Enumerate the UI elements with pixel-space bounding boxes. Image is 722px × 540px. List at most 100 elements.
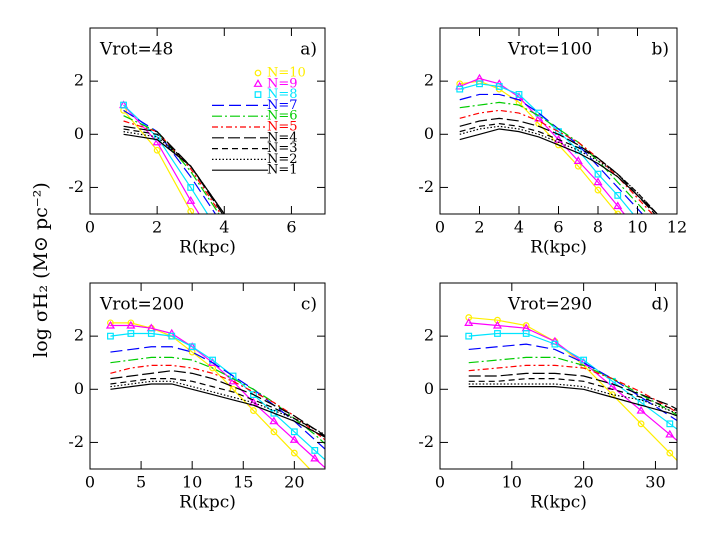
plot-frame	[89, 282, 326, 470]
marker	[654, 250, 661, 256]
panel-title: Vrot=100	[507, 40, 592, 60]
series-line	[123, 133, 225, 214]
plot-area	[105, 319, 338, 499]
marker	[250, 391, 257, 398]
marker	[187, 207, 195, 214]
plot-area	[119, 100, 225, 214]
y-tick-label: 0	[424, 124, 434, 143]
series-line	[110, 380, 325, 436]
marker	[228, 376, 238, 385]
panel-label: d)	[651, 295, 669, 315]
y-tick-label: 2	[74, 71, 84, 90]
marker	[593, 177, 603, 186]
marker	[551, 340, 559, 348]
legend-label: N=7	[267, 98, 298, 113]
legend-label: N=10	[267, 66, 306, 81]
marker	[147, 330, 155, 337]
x-tick-label: 15	[233, 473, 253, 492]
y-tick-label: -2	[418, 177, 434, 196]
legend-label: N=9	[267, 76, 298, 91]
plot-frame	[89, 27, 326, 215]
marker	[573, 156, 583, 164]
legend-label: N=8	[267, 87, 298, 102]
y-tick-label: -2	[68, 177, 84, 196]
y-tick-label: 2	[424, 71, 434, 90]
marker	[476, 80, 483, 88]
marker	[269, 416, 279, 425]
marker	[270, 409, 278, 417]
marker	[168, 332, 176, 340]
plot-area	[464, 314, 702, 462]
series-line	[468, 364, 677, 414]
x-tick-label: 0	[85, 473, 95, 492]
marker	[666, 449, 674, 457]
marker	[465, 332, 473, 340]
panel-label: c)	[301, 295, 317, 315]
x-tick-label: 4	[514, 218, 524, 237]
series-line	[123, 125, 224, 214]
legend-label: N=1	[267, 163, 298, 178]
series-line	[110, 383, 325, 438]
series-line	[110, 370, 325, 438]
marker	[187, 184, 195, 191]
marker	[310, 453, 320, 462]
marker	[120, 101, 127, 109]
series-line	[110, 356, 325, 445]
marker	[613, 201, 623, 210]
marker	[696, 442, 702, 448]
series-line	[459, 93, 644, 214]
marker	[580, 356, 588, 364]
marker	[492, 320, 502, 329]
marker	[332, 493, 338, 499]
x-tick-label: 12	[667, 218, 687, 237]
marker	[456, 85, 464, 93]
marker	[495, 83, 503, 90]
series-line	[110, 364, 325, 441]
x-axis-label: R(kpc)	[179, 493, 236, 513]
marker	[105, 320, 115, 329]
marker	[312, 472, 318, 478]
series-line	[110, 346, 325, 450]
x-tick-label: 0	[85, 218, 95, 237]
marker	[127, 330, 135, 337]
series-line	[468, 378, 677, 412]
y-axis-label: log σH₂ (M⊙ pc⁻²)	[30, 182, 52, 358]
y-tick-label: 2	[424, 326, 434, 345]
marker	[107, 332, 114, 340]
series-line	[459, 109, 654, 214]
y-tick-label: 0	[74, 124, 84, 143]
panel-title: Vrot=200	[99, 295, 184, 315]
x-tick-label: 10	[182, 473, 202, 492]
x-tick-label: 2	[152, 218, 162, 237]
marker	[635, 238, 641, 244]
series-line	[468, 386, 677, 417]
marker	[464, 318, 474, 326]
legend-label: N=5	[267, 120, 298, 135]
marker	[515, 91, 523, 98]
x-tick-label: 0	[435, 473, 445, 492]
series-line	[123, 131, 225, 214]
series-line	[468, 372, 677, 410]
marker	[594, 186, 602, 194]
legend-marker	[254, 91, 262, 99]
series-line	[459, 125, 658, 214]
x-axis-label: R(kpc)	[530, 493, 587, 513]
x-tick-label: 0	[435, 218, 445, 237]
marker	[126, 320, 136, 329]
x-tick-label: 10	[502, 473, 522, 492]
legend-marker	[253, 79, 263, 87]
marker	[152, 137, 162, 146]
panel-label: a)	[300, 40, 317, 60]
x-tick-label: 6	[553, 218, 563, 237]
marker	[332, 466, 338, 472]
panel-label: b)	[651, 40, 669, 60]
series-line	[459, 128, 658, 214]
series-line	[468, 343, 677, 422]
series-line	[468, 356, 677, 416]
marker	[534, 113, 544, 122]
x-axis-label: R(kpc)	[530, 238, 587, 258]
marker	[654, 238, 660, 244]
y-tick-label: 2	[74, 326, 84, 345]
marker	[289, 435, 299, 443]
